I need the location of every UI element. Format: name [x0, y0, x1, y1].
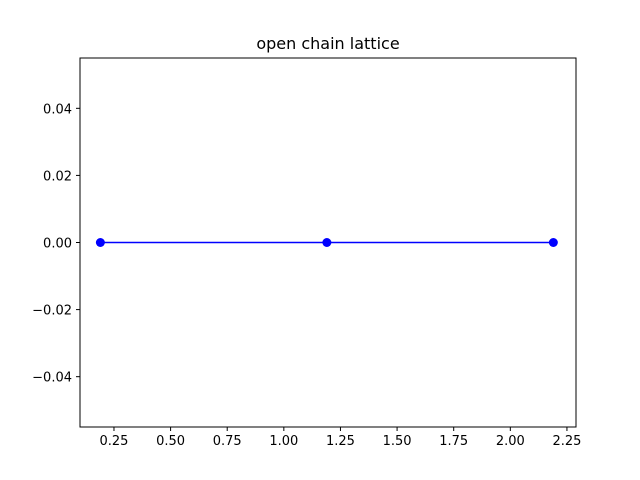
x-tick-label: 1.50: [383, 434, 412, 449]
y-tick-label: −0.02: [32, 304, 72, 319]
x-tick-label: 2.00: [496, 434, 525, 449]
x-tick-label: 1.00: [269, 434, 298, 449]
x-tick-label: 2.25: [552, 434, 581, 449]
data-point: [95, 238, 105, 247]
y-tick-label: 0.00: [43, 237, 72, 252]
y-tick-label: 0.04: [43, 102, 72, 117]
y-tick-label: 0.02: [43, 169, 72, 184]
data-point: [548, 238, 558, 247]
x-tick-label: 1.75: [439, 434, 468, 449]
x-tick-label: 0.25: [99, 434, 128, 449]
x-tick-label: 1.25: [326, 434, 355, 449]
data-point: [322, 238, 332, 247]
y-tick-label: −0.04: [32, 371, 72, 386]
x-axis-ticks: 0.25 0.50 0.75 1.00 1.25 1.50 1.75 2.00 2.25: [99, 427, 581, 449]
y-axis-ticks: 0.04 0.02 0.00 −0.02 −0.04: [32, 102, 80, 386]
plot-frame: [79, 57, 577, 428]
x-tick-label: 0.75: [213, 434, 242, 449]
x-tick-label: 0.50: [156, 434, 185, 449]
chart-title: open chain lattice: [256, 34, 399, 53]
series-layer: [95, 238, 558, 247]
